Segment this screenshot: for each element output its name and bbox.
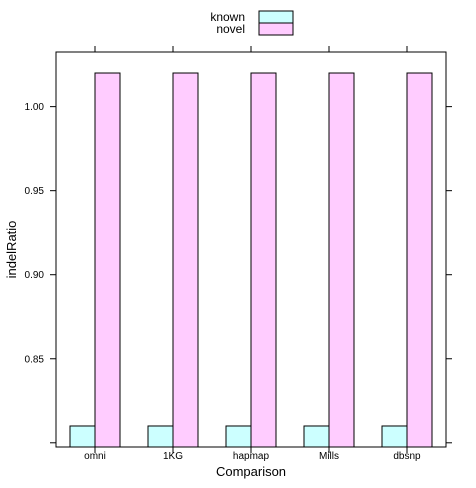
y-tick-label: 0.90 — [25, 270, 45, 281]
bar-known-mills — [303, 425, 330, 448]
bars — [69, 72, 433, 448]
y-axis-title: indelRatio — [4, 221, 19, 279]
bar-known-1kg — [147, 425, 174, 448]
bar-known-dbsnp — [381, 425, 408, 448]
legend-swatch-novel — [258, 22, 294, 36]
x-tick-label: 1KG — [163, 451, 183, 462]
legend-label-novel: novel — [216, 22, 245, 36]
bar-known-omni — [69, 425, 96, 448]
x-tick-label: Mills — [319, 451, 339, 462]
bar-novel-mills — [328, 72, 355, 448]
bar-novel-hapmap — [250, 72, 277, 448]
bar-novel-dbsnp — [406, 72, 433, 448]
bar-novel-1kg — [172, 72, 199, 448]
y-tick-label: 0.95 — [25, 186, 45, 197]
x-axis: omni 1KG hapmap Mills dbsnp — [84, 46, 421, 462]
x-tick-label: dbsnp — [393, 451, 421, 462]
y-tick-label: 1.00 — [25, 102, 45, 113]
legend-swatch-known — [258, 10, 294, 24]
x-axis-title: Comparison — [216, 464, 286, 479]
legend-label-known: known — [210, 10, 245, 24]
bar-novel-omni — [94, 72, 121, 448]
bar-known-hapmap — [225, 425, 252, 448]
y-tick-label: 0.85 — [25, 354, 45, 365]
x-tick-label: hapmap — [233, 451, 270, 462]
y-axis: 0.85 0.90 0.95 1.00 — [25, 102, 452, 444]
x-tick-label: omni — [84, 451, 106, 462]
